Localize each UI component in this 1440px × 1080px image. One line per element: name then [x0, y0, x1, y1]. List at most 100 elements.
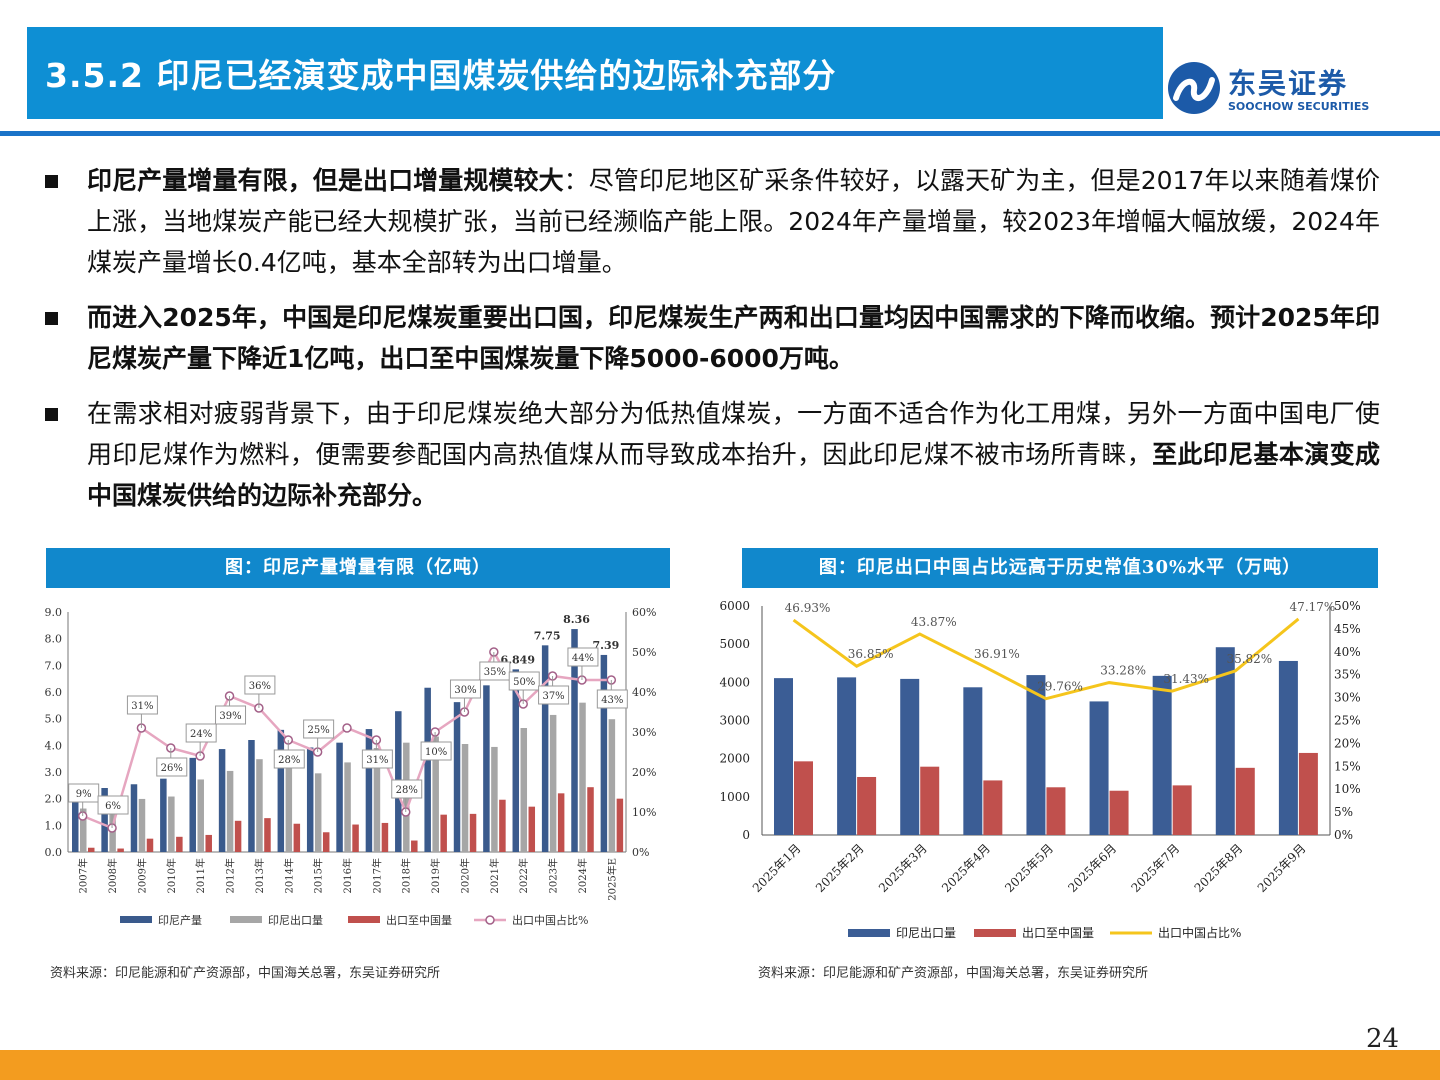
chart1-pct-box [244, 675, 276, 695]
chart2-bar [1152, 675, 1172, 835]
chart2-bar [983, 780, 1003, 835]
chart2-yleft-tick: 0 [742, 828, 750, 842]
bullet-text: 在需求相对疲弱背景下，由于印尼煤炭绝大部分为低热值煤炭，一方面不适合作为化工用煤… [87, 399, 1380, 469]
chart1-x-tick: 2009年 [135, 858, 148, 893]
chart2-bar [1089, 701, 1109, 835]
chart1-bar [160, 778, 167, 852]
chart2-bar [774, 678, 793, 835]
chart1-pct-box [449, 679, 481, 699]
chart1-pct-box [273, 749, 305, 769]
chart2-yleft-tick: 1000 [719, 790, 750, 804]
chart2-yleft-tick: 6000 [719, 599, 750, 613]
chart2-bar [1298, 752, 1318, 835]
chart2-yright-tick: 15% [1334, 759, 1361, 773]
chart1-pct-label: 43% [601, 695, 623, 706]
chart2-x-tick: 2025年6月 [1065, 841, 1119, 895]
chart1-bar [146, 838, 154, 852]
company-logo: 东吴证券 SOOCHOW SECURITIES [1166, 58, 1416, 118]
chart1-legend-swatch [230, 916, 262, 923]
chart2-yright-tick: 50% [1334, 599, 1361, 613]
chart1-bar [528, 806, 536, 852]
chart2-pct-label: 29.76% [1037, 680, 1083, 694]
chart1-yright-tick: 50% [632, 646, 656, 659]
chart2-yright-tick: 35% [1334, 668, 1361, 682]
chart1-bar [197, 779, 204, 852]
chart1-bar [234, 820, 242, 852]
chart1-bar [587, 787, 594, 852]
chart1-x-tick: 2023年 [547, 858, 560, 893]
chart2-pct-label: 33.28% [1100, 664, 1146, 678]
chart1-bar-label: 7.39 [592, 639, 619, 652]
chart1-yright-tick: 0% [632, 846, 649, 859]
chart1-bar [80, 808, 87, 852]
logo-chinese-name: 东吴证券 [1228, 67, 1349, 100]
chart2-bar [1026, 675, 1046, 835]
chart1-pct-label: 10% [425, 747, 447, 758]
chart1-x-tick: 2010年 [165, 858, 178, 893]
chart1-pct-box [156, 757, 188, 777]
chart1-yleft-tick: 0.0 [45, 846, 63, 859]
chart1-bar [608, 719, 616, 852]
chart2-bar [1215, 647, 1235, 835]
chart2-bar [857, 776, 877, 835]
chart1-x-tick: 2011年 [194, 858, 207, 893]
chart1-source: 资料来源：印尼能源和矿产资源部，中国海关总署，东吴证券研究所 [50, 966, 441, 981]
chart1-pct-point [342, 723, 352, 733]
chart2-yright-tick: 25% [1334, 714, 1361, 728]
logo-english-name: SOOCHOW SECURITIES [1228, 100, 1370, 113]
chart1-bar [168, 796, 175, 852]
page-title: 3.5.2 印尼已经演变成中国煤炭供给的边际补充部分 [45, 56, 837, 95]
chart1-yleft-tick: 4.0 [45, 739, 63, 752]
chart1-pct-box [538, 685, 570, 705]
chart1-pct-label: 31% [366, 755, 388, 766]
chart2-bar [1235, 767, 1255, 835]
bullet-list: 印尼产量增量有限，但是出口增量规模较大：尽管印尼地区矿采条件较好，以露天矿为主，… [40, 160, 1380, 530]
chart1-pct-label: 9% [76, 789, 92, 800]
chart1-bar [72, 794, 79, 852]
chart1-bar [520, 728, 528, 852]
chart2-x-tick: 2025年7月 [1128, 841, 1182, 895]
chart1-yleft-tick: 9.0 [45, 606, 63, 619]
header-divider [0, 131, 1440, 136]
chart1-bar [277, 729, 285, 852]
chart1-bar [176, 836, 183, 852]
chart1-bar [293, 823, 301, 852]
chart1-yright-tick: 20% [632, 766, 656, 779]
chart1-pct-label: 28% [396, 785, 418, 796]
chart1-yleft-tick: 5.0 [45, 713, 63, 726]
chart1-bar [411, 840, 418, 852]
chart2-pct-label: 35.82% [1226, 652, 1272, 666]
chart2-x-tick: 2025年2月 [813, 841, 867, 895]
chart1-x-tick: 2019年 [429, 858, 442, 893]
chart1-bar [373, 748, 381, 852]
chart1-pct-label: 39% [219, 711, 241, 722]
chart1-legend-label: 出口中国占比% [512, 913, 588, 927]
chart1-pct-label: 28% [278, 755, 300, 766]
chart1-legend-swatch [120, 916, 152, 923]
chart1-bar [285, 750, 293, 852]
chart1-bar [616, 798, 624, 852]
chart2-yright-tick: 10% [1334, 782, 1361, 796]
chart1-bar [512, 669, 520, 852]
chart1-x-tick: 2024年 [576, 858, 589, 893]
chart1-bar [256, 759, 263, 852]
chart1-x-tick: 2015年 [312, 858, 325, 893]
chart1-bar [189, 757, 196, 852]
chart2-yright-tick: 0% [1334, 828, 1353, 842]
chart2-legend-swatch [974, 929, 1016, 937]
bullet-square-icon [45, 408, 58, 421]
chart1-pct-label: 26% [161, 763, 183, 774]
chart1-pct-label: 37% [542, 691, 564, 702]
chart2-yleft-tick: 5000 [719, 637, 750, 651]
chart1-yleft-tick: 8.0 [45, 633, 63, 646]
chart2-pct-line [792, 617, 1300, 701]
chart1-bar [549, 714, 557, 852]
chart1-bar [264, 818, 271, 852]
chart2-legend-label: 出口至中国量 [1022, 925, 1094, 940]
chart1-pct-box [596, 689, 628, 709]
chart1-x-tick: 2008年 [106, 858, 119, 893]
chart1-bar [226, 770, 234, 852]
chart1-pct-box [215, 705, 247, 725]
chart1-pct-box [185, 723, 217, 743]
chart1-pct-box [303, 719, 335, 739]
